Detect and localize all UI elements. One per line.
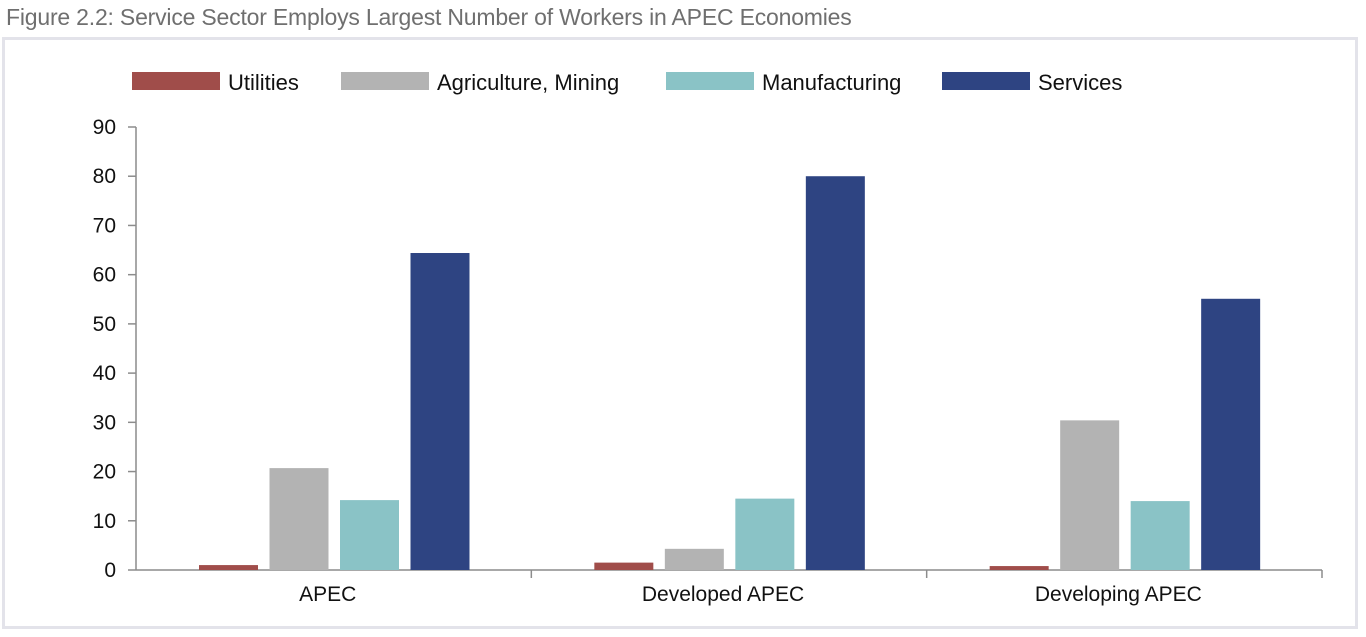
bar-3-4 (1201, 298, 1261, 570)
category-label-3: Developing APEC (1035, 583, 1202, 606)
y-tick-label-90: 90 (93, 116, 116, 139)
bar-2-3 (735, 498, 795, 570)
bar-2-2 (664, 548, 724, 570)
y-tick-label-60: 60 (93, 264, 116, 287)
legend-swatch-4 (942, 72, 1030, 90)
legend-label-1: Utilities (228, 70, 299, 95)
legend-label-3: Manufacturing (762, 70, 901, 95)
y-tick-label-10: 10 (93, 510, 116, 533)
y-tick-label-80: 80 (93, 165, 116, 188)
bar-1-1 (199, 565, 258, 570)
legend-swatch-3 (666, 72, 754, 90)
legend: Utilities Agriculture, Mining Manufacturin… (132, 70, 1122, 95)
bar-1-4 (410, 253, 470, 570)
category-label-2: Developed APEC (642, 583, 804, 606)
legend-label-2: Agriculture, Mining (437, 70, 619, 95)
y-tick-label-0: 0 (104, 559, 116, 582)
legend-swatch-1 (132, 72, 220, 90)
y-axis: 0 10 20 30 40 50 60 70 80 90 (93, 116, 137, 582)
bar-1-2 (269, 468, 329, 570)
bar-2-4 (805, 176, 865, 570)
legend-swatch-2 (341, 72, 429, 90)
bar-3-2 (1060, 420, 1120, 570)
legend-label-4: Services (1038, 70, 1122, 95)
y-tick-label-70: 70 (93, 214, 116, 237)
category-label-1: APEC (299, 583, 356, 606)
bar-1-3 (340, 500, 399, 570)
bar-2-1 (594, 562, 654, 570)
y-tick-label-30: 30 (93, 411, 116, 434)
bars (199, 176, 1261, 570)
x-axis: APEC Developed APEC Developing APEC (136, 569, 1323, 606)
figure-title: Figure 2.2: Service Sector Employs Large… (6, 4, 852, 30)
y-tick-label-50: 50 (93, 313, 116, 336)
y-tick-label-20: 20 (93, 461, 116, 484)
y-tick-label-40: 40 (93, 362, 116, 385)
bar-3-3 (1130, 501, 1190, 570)
bar-3-1 (989, 566, 1049, 570)
